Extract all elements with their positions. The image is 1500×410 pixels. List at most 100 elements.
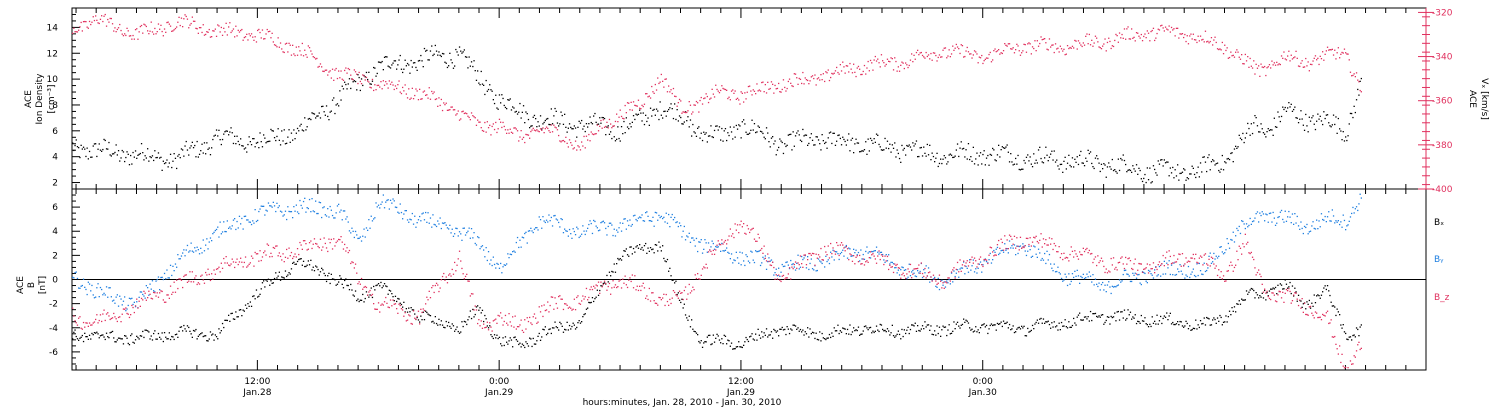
by-point (776, 275, 779, 277)
ion-density-point (826, 147, 828, 149)
ion-density-point (913, 145, 915, 147)
bz-point (111, 317, 114, 319)
ion-density-point (805, 134, 808, 136)
ion-density-point (143, 159, 145, 161)
ion-density-point (520, 117, 522, 119)
by-point (368, 219, 370, 221)
ion-density-point (636, 114, 638, 116)
vx-point (1359, 89, 1361, 92)
bx-point (518, 343, 520, 346)
by-point (183, 249, 185, 251)
vx-point (1306, 65, 1308, 67)
by-point (975, 268, 977, 270)
by-point (1114, 285, 1116, 288)
vx-point (851, 72, 854, 74)
vx-point (306, 56, 308, 58)
ion-density-point (215, 129, 218, 131)
vx-point (1254, 73, 1256, 75)
vx-point (477, 119, 479, 121)
vx-point (645, 93, 647, 95)
bx-point (1294, 287, 1296, 289)
vx-point (620, 115, 623, 118)
bx-point (1341, 327, 1343, 329)
vx-point (393, 88, 395, 91)
bx-point (402, 306, 404, 308)
bz-point (226, 262, 228, 264)
by-point (751, 251, 753, 253)
bx-point (1125, 319, 1127, 321)
ion-density-point (536, 126, 538, 128)
ion-density-point (1299, 118, 1301, 120)
bx-point (338, 281, 340, 283)
vx-point (560, 141, 562, 143)
bx-point (684, 314, 687, 316)
ion-density-point (565, 126, 567, 128)
bz-point (96, 314, 98, 316)
ion-density-point (1213, 160, 1215, 162)
ion-density-point (484, 93, 486, 96)
by-point (1128, 275, 1130, 277)
bx-point (542, 328, 544, 330)
bx-point (1287, 287, 1289, 289)
ion-density-point (825, 141, 827, 143)
bx-point (1097, 316, 1099, 318)
ion-density-point (909, 146, 912, 148)
bx-point (1162, 317, 1164, 320)
vx-point (913, 54, 915, 56)
vx-point (554, 126, 556, 128)
bx-point (1285, 283, 1288, 285)
vx-point (79, 26, 81, 28)
by-point (1359, 193, 1361, 195)
vx-point (671, 92, 673, 95)
by-point (400, 211, 403, 214)
bx-point (276, 277, 278, 279)
ion-density-point (1254, 115, 1256, 117)
ion-density-point (698, 126, 700, 128)
ion-density-point (680, 116, 682, 119)
vx-point (88, 20, 91, 23)
by-point (938, 288, 941, 291)
bx-point (95, 332, 97, 334)
ion-density-point (853, 152, 855, 154)
vx-point (242, 39, 244, 41)
vx-point (1347, 53, 1349, 55)
bx-point (1227, 316, 1229, 318)
vx-point (547, 127, 549, 130)
bx-point (277, 275, 279, 277)
ion-density-point (647, 117, 649, 119)
ion-density-point (1273, 117, 1275, 119)
by-point (954, 275, 956, 278)
by-point (86, 293, 88, 296)
ion-density-point (1042, 162, 1045, 164)
ion-density-point (952, 156, 954, 159)
by-point (377, 204, 380, 206)
by-point (559, 226, 561, 228)
ion-density-point (1219, 171, 1221, 173)
vx-point (513, 127, 515, 129)
bx-point (1146, 324, 1148, 326)
ion-density-point (1102, 168, 1104, 170)
by-point (1174, 274, 1176, 276)
vx-point (1287, 55, 1289, 57)
ion-density-point (160, 156, 162, 158)
ion-density-point (869, 137, 872, 140)
bx-point (807, 327, 809, 329)
by-point (576, 226, 578, 228)
bx-point (1293, 295, 1295, 297)
by-point (325, 215, 328, 217)
ion-density-point (1161, 159, 1163, 161)
by-point (176, 266, 178, 268)
by-point (224, 230, 226, 233)
ion-density-point (930, 159, 932, 161)
ion-density-point (726, 139, 728, 142)
vx-point (231, 30, 233, 32)
by-point (279, 210, 282, 212)
ion-density-point (631, 121, 633, 123)
ion-density-point (466, 56, 468, 58)
by-point (1047, 259, 1049, 261)
bx-point (283, 277, 285, 279)
vx-point (582, 145, 584, 147)
by-point (1036, 256, 1038, 258)
ion-density-point (1008, 161, 1011, 163)
by-point (1155, 266, 1157, 268)
